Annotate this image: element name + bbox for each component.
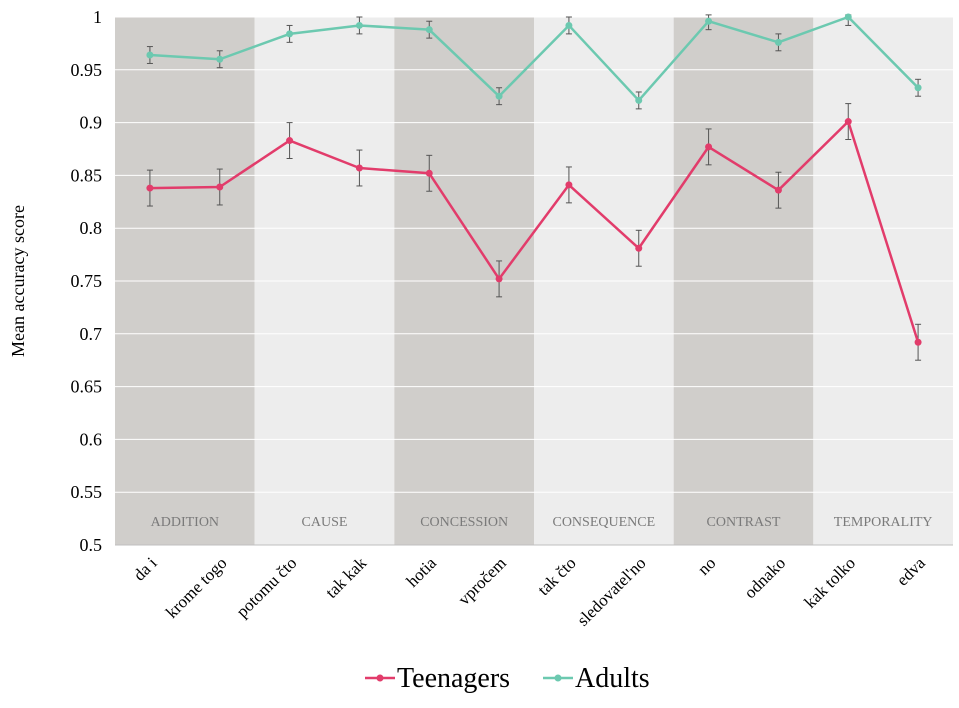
- series-line: [149, 120, 920, 343]
- gridlines: [115, 16, 953, 546]
- legend-item: Teenagers: [365, 663, 510, 694]
- y-axis-ticks: 0.5 0.55 0.6 0.65 0.7 0.75 0.8 0.85 0.9 0.95 1: [71, 7, 103, 555]
- legend-item: Adults: [543, 663, 650, 694]
- data-point: [565, 181, 573, 189]
- group-label: TEMPORALITY: [834, 515, 933, 530]
- x-tick-label: tak kak: [322, 553, 371, 602]
- data-point: [844, 13, 852, 21]
- legend: Teenagers Adults: [365, 663, 650, 694]
- y-tick-label: 0.6: [80, 429, 103, 449]
- data-point: [286, 137, 294, 145]
- x-tick-label: vpročem: [454, 553, 509, 608]
- x-tick-label: sledovatel'no: [573, 553, 649, 629]
- data-point: [146, 51, 154, 59]
- legend-swatch-marker: [376, 674, 384, 682]
- legend-swatch-marker: [554, 674, 562, 682]
- data-point: [705, 143, 713, 151]
- series-line: [149, 15, 919, 102]
- y-tick-label: 0.65: [71, 377, 103, 397]
- x-tick-label: krome togo: [162, 553, 231, 622]
- data-point: [495, 92, 503, 100]
- data-point: [355, 21, 363, 29]
- group-label: ADDITION: [151, 515, 219, 530]
- data-point: [286, 30, 294, 38]
- group-label: CAUSE: [302, 515, 348, 530]
- data-point: [774, 38, 782, 46]
- data-point: [635, 96, 643, 104]
- data-point: [425, 169, 433, 177]
- group-label: CONCESSION: [420, 515, 508, 530]
- x-tick-label: kak tolko: [801, 553, 860, 612]
- x-tick-label: tak čto: [534, 553, 580, 599]
- group-labels: ADDITION CAUSE CONCESSION CONSEQUENCE CONTRA…: [151, 515, 933, 530]
- series-adults: [146, 13, 922, 110]
- group-label: CONTRAST: [707, 515, 781, 530]
- x-tick-label: da i: [130, 553, 161, 584]
- y-tick-label: 0.55: [71, 482, 103, 502]
- y-tick-label: 0.85: [71, 165, 103, 185]
- data-point: [495, 275, 503, 283]
- y-tick-label: 0.7: [80, 324, 103, 344]
- data-point: [425, 26, 433, 34]
- series-teenagers: [146, 103, 922, 361]
- x-tick-label: odnako: [740, 553, 789, 602]
- y-tick-label: 0.5: [80, 535, 103, 555]
- data-point: [635, 244, 643, 252]
- data-point: [844, 118, 852, 126]
- data-point: [565, 21, 573, 29]
- data-point: [216, 55, 224, 63]
- x-tick-label: potomu čto: [233, 553, 301, 621]
- y-axis-label: Mean accuracy score: [8, 205, 28, 357]
- y-tick-label: 1: [93, 7, 102, 27]
- data-point: [774, 186, 782, 194]
- series: [146, 13, 922, 361]
- y-tick-label: 0.75: [71, 271, 103, 291]
- data-point: [355, 164, 363, 172]
- y-tick-label: 0.8: [80, 218, 103, 238]
- data-point: [216, 183, 224, 191]
- x-tick-label: no: [694, 553, 719, 578]
- legend-label: Teenagers: [397, 663, 510, 694]
- x-tick-label: hotia: [403, 553, 441, 591]
- x-tick-label: edva: [893, 553, 929, 589]
- legend-label: Adults: [575, 663, 650, 694]
- data-point: [705, 17, 713, 25]
- data-point: [914, 338, 922, 346]
- y-tick-label: 0.95: [71, 60, 103, 80]
- data-point: [146, 184, 154, 192]
- y-tick-label: 0.9: [80, 113, 103, 133]
- group-label: CONSEQUENCE: [552, 515, 655, 530]
- data-point: [914, 84, 922, 92]
- x-axis-ticks: da i krome togo potomu čto tak kak hotia vpro…: [130, 553, 930, 630]
